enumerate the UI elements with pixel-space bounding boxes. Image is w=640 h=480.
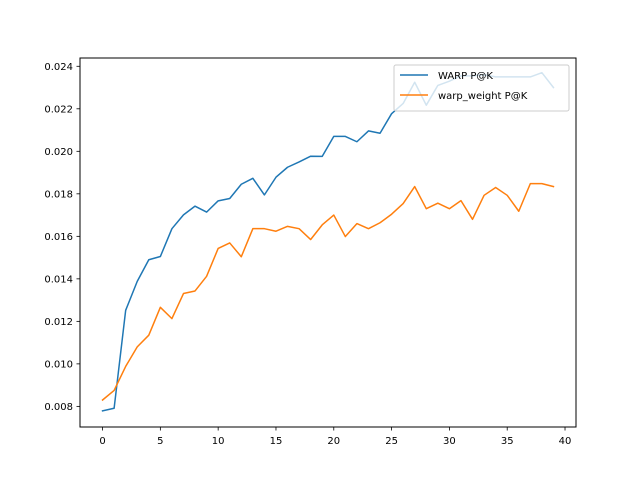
- y-tick-label: 0.010: [44, 359, 73, 370]
- y-tick-label: 0.018: [44, 189, 73, 200]
- x-tick-label: 35: [501, 436, 514, 447]
- y-tick-label: 0.012: [44, 317, 73, 328]
- y-tick-label: 0.020: [44, 147, 73, 158]
- y-tick-label: 0.024: [44, 62, 73, 73]
- x-tick-label: 40: [559, 436, 572, 447]
- y-tick-label: 0.016: [44, 232, 73, 243]
- x-tick-label: 30: [443, 436, 456, 447]
- legend-label-2: warp_weight P@K: [438, 91, 528, 102]
- x-tick-label: 5: [157, 436, 163, 447]
- series-line-2: [101, 182, 555, 402]
- x-tick-label: 20: [327, 436, 340, 447]
- legend-box: [393, 64, 570, 112]
- y-tick-label: 0.022: [44, 104, 73, 115]
- y-tick-label: 0.008: [44, 402, 73, 413]
- x-tick-label: 25: [385, 436, 398, 447]
- x-axis: 0 5 10 15 20 25 30 35 40: [99, 427, 571, 447]
- y-axis: 0.008 0.010 0.012 0.014 0.016 0.018 0.020 0.022…: [44, 62, 80, 413]
- x-tick-label: 0: [99, 436, 105, 447]
- legend: WARP P@K warp_weight P@K: [393, 64, 570, 112]
- y-tick-label: 0.014: [44, 274, 73, 285]
- x-tick-label: 15: [270, 436, 283, 447]
- x-tick-label: 10: [212, 436, 225, 447]
- plot-frame: [79, 57, 577, 428]
- legend-label-1: WARP P@K: [438, 71, 493, 82]
